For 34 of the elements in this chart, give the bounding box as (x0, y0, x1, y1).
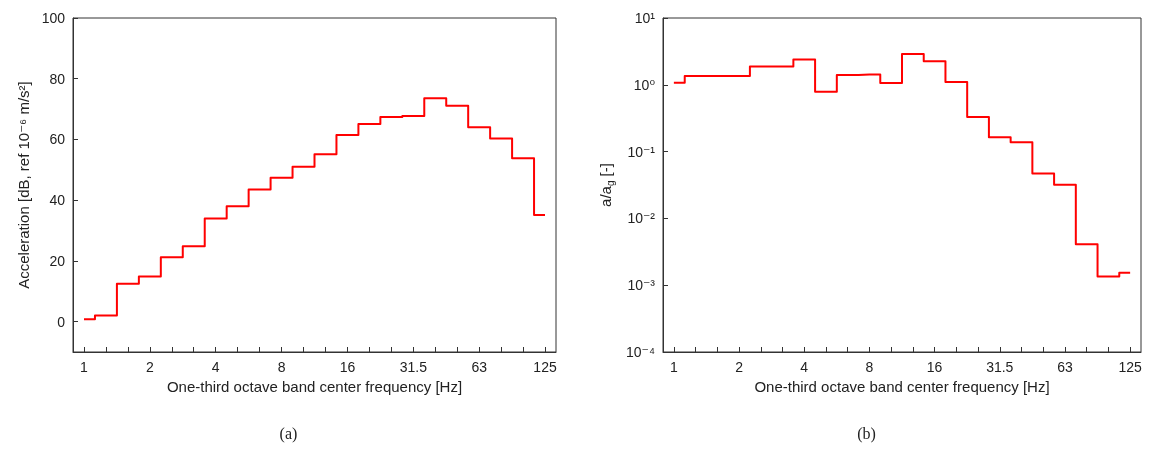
x-axis-title: One-third octave band center frequency [Hz] (754, 377, 1050, 395)
x-tick-label: 8 (865, 359, 874, 375)
y-axis-title: Acceleration [dB, ref 10⁻⁶ m/s²] (14, 81, 32, 289)
x-tick-label: 63 (471, 359, 488, 375)
text: (b) (857, 424, 876, 443)
x-tick-label: 2 (735, 359, 744, 375)
y-tick-label: 10⁻¹ (627, 143, 656, 160)
y-tick-label: 60 (49, 131, 66, 148)
x-tick-label: 1 (80, 359, 89, 375)
x-tick-label: 31.5 (986, 359, 1014, 375)
x-tick-label: 4 (211, 359, 220, 375)
y-tick-label: 10⁻² (627, 210, 656, 227)
y-tick-label: 10⁰ (633, 76, 656, 93)
y-axis-title: a/ag [-] (597, 163, 616, 207)
x-tick-label: 125 (533, 359, 557, 375)
x-tick-label: 8 (277, 359, 286, 375)
y-tick-label: 10⁻⁴ (626, 344, 655, 360)
x-axis-title: One-third octave band center frequency [Hz] (166, 377, 463, 395)
x-tick-label: 4 (800, 359, 809, 375)
x-tick-label: 1 (669, 359, 678, 375)
y-tick-label: 10⁻³ (627, 277, 656, 294)
x-tick-label: 63 (1057, 359, 1073, 375)
x-tick-label: 31.5 (399, 359, 428, 375)
x-tick-label: 16 (339, 359, 356, 375)
y-tick-label: 20 (49, 252, 66, 269)
y-tick-label: 0 (57, 313, 66, 330)
y-tick-label: 40 (49, 192, 66, 209)
text: (a) (279, 424, 298, 443)
x-tick-label: 2 (145, 359, 154, 375)
y-tick-label: 100 (41, 10, 66, 26)
x-tick-label: 16 (926, 359, 943, 375)
y-tick-label: 10¹ (634, 10, 656, 26)
x-tick-label: 125 (1118, 359, 1143, 375)
y-tick-label: 80 (49, 70, 66, 87)
